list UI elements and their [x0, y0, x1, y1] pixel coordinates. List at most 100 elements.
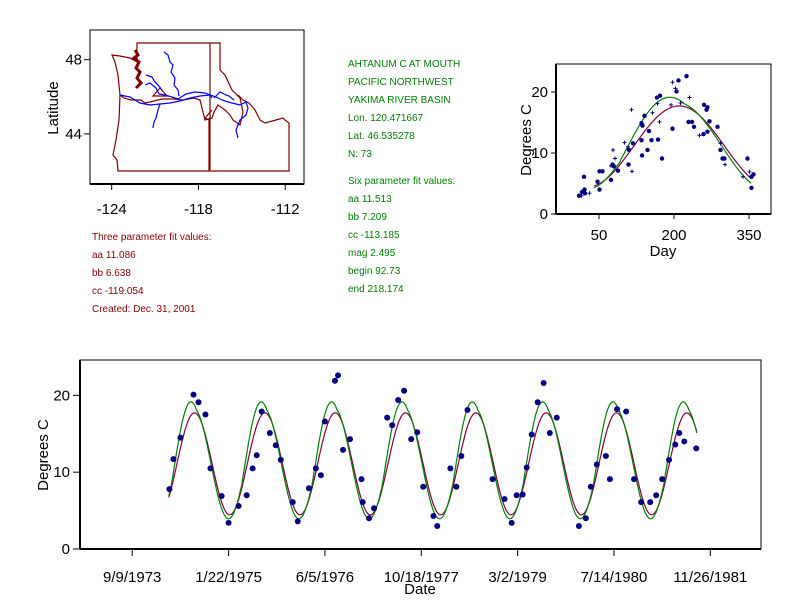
three-param-cc: cc -119.054 — [92, 286, 144, 297]
six-param-bb: bb 7.209 — [348, 212, 387, 223]
ts-point — [623, 408, 630, 415]
ts-point — [340, 446, 347, 453]
ts-point — [331, 377, 338, 384]
puget-sound-islands — [131, 49, 144, 90]
ts-point — [528, 431, 535, 438]
seasonal-point — [626, 162, 631, 167]
ts-point — [389, 422, 396, 429]
map-y-tick-label: 48 — [65, 52, 82, 69]
ts-point — [519, 491, 526, 498]
map-x-ticks: -124 -118 -112 — [97, 184, 300, 218]
seasonal-point — [642, 113, 647, 119]
seasonal-x-tick-label: 50 — [591, 227, 608, 244]
seasonal-point — [715, 124, 720, 130]
ts-point — [489, 476, 496, 483]
ts-point — [166, 486, 173, 493]
ts-point — [384, 414, 391, 421]
ts-point — [672, 441, 679, 448]
ts-point — [317, 472, 324, 479]
ts-point — [575, 522, 582, 529]
ts-point — [458, 453, 465, 460]
six-param-panel: Six parameter fit values: aa 11.513 bb 7… — [348, 173, 455, 299]
ts-x-tick-label: 11/26/1981 — [673, 569, 747, 586]
six-param-aa: aa 11.513 — [348, 194, 392, 205]
ts-point — [647, 499, 654, 506]
ts-point — [202, 411, 209, 418]
site-longitude: Lon. 120.471667 — [348, 113, 424, 124]
seasonal-point — [701, 131, 706, 137]
ts-point — [414, 429, 421, 436]
seasonal-point — [718, 141, 723, 146]
seasonal-point — [650, 110, 655, 115]
seasonal-point — [626, 144, 630, 149]
seasonal-point — [673, 86, 678, 91]
ts-point — [346, 436, 353, 443]
seasonal-point — [670, 80, 675, 85]
ts-point — [587, 483, 594, 490]
seasonal-point — [610, 162, 615, 167]
seasonal-point — [687, 95, 692, 100]
ts-x-tick-label: 7/14/1980 — [581, 569, 648, 586]
site-name: AHTANUM C AT MOUTH — [348, 59, 461, 70]
ts-x-tick-label: 6/5/1976 — [296, 569, 354, 586]
ts-point — [693, 445, 700, 452]
three-param-title: Three parameter fit values: — [92, 232, 212, 243]
seasonal-point — [691, 124, 697, 130]
ts-point — [631, 476, 638, 483]
ts-y-tick-label: 20 — [53, 387, 70, 404]
seasonal-point — [669, 102, 673, 107]
map-x-tick-label: -118 — [184, 201, 213, 218]
ts-point — [401, 387, 408, 394]
seasonal-point — [629, 107, 634, 112]
seasonal-y-tick-label: 20 — [531, 84, 548, 101]
seasonal-point — [723, 162, 727, 167]
seasonal-y-axis-title: Degrees C — [518, 104, 535, 176]
seasonal-point — [718, 147, 723, 153]
sample-count: N: 73 — [348, 149, 372, 160]
ts-point — [225, 519, 232, 526]
seasonal-point — [639, 153, 645, 158]
three-param-panel: Three parameter fit values: aa 11.086 bb… — [92, 229, 212, 319]
map-x-tick-label: -124 — [97, 201, 127, 218]
seasonal-point — [670, 126, 675, 131]
seasonal-point — [611, 147, 615, 152]
seasonal-point — [751, 172, 756, 177]
seasonal-point — [697, 133, 702, 138]
ts-point — [272, 442, 279, 449]
ts-ticks: 9/9/1973 1/22/1975 6/5/1976 10/18/1977 3/2/1… — [53, 387, 747, 586]
ts-x-tick-label: 10/18/1977 — [384, 569, 459, 586]
six-param-mag: mag 2.495 — [348, 248, 396, 259]
map-shapes — [111, 42, 290, 172]
ts-x-axis-title: Date — [404, 581, 436, 598]
map-y-ticks: 48 44 — [65, 52, 90, 143]
ts-point — [540, 380, 547, 387]
seasonal-y-tick-label: 0 — [540, 206, 548, 223]
ts-point — [582, 515, 589, 522]
ts-point — [666, 456, 673, 463]
ts-point — [430, 512, 437, 519]
created-date: Created: Dec. 31, 2001 — [92, 304, 196, 315]
ts-point — [277, 456, 284, 463]
ts-point — [258, 408, 265, 415]
seasonal-x-tick-label: 200 — [661, 227, 686, 244]
ts-point — [207, 465, 214, 472]
six-param-title: Six parameter fit values: — [348, 176, 456, 187]
seasonal-point — [649, 138, 654, 143]
ts-point — [253, 452, 260, 459]
river-columbia — [119, 94, 249, 139]
ts-point — [602, 453, 609, 460]
seasonal-point — [639, 120, 644, 126]
ts-point — [593, 461, 600, 468]
seasonal-point — [608, 177, 614, 183]
six-param-cc: cc -113.185 — [348, 230, 400, 241]
map-x-tick-label: -112 — [271, 201, 300, 218]
seasonal-point — [749, 185, 754, 190]
ts-point — [614, 406, 621, 413]
seasonal-curve-six-param — [593, 96, 752, 189]
ts-point — [195, 399, 202, 406]
seasonal-point — [705, 129, 710, 134]
seasonal-y-tick-label: 10 — [531, 145, 548, 162]
seasonal-ticks: 50 200 350 0 10 20 — [531, 84, 761, 244]
